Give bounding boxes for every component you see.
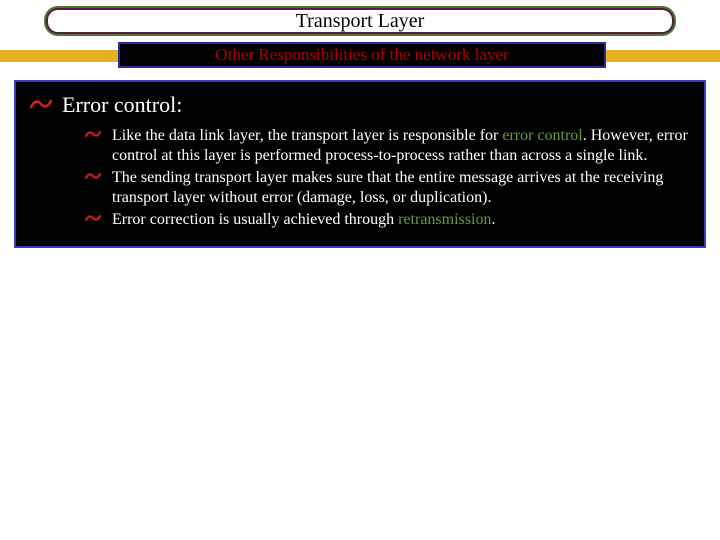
text-pre: Error correction is usually achieved thr…: [112, 211, 398, 228]
list-item-text: Error correction is usually achieved thr…: [112, 210, 690, 230]
slide-title: Transport Layer: [48, 10, 672, 32]
swirl-bullet-icon: [30, 92, 52, 118]
text-post: .: [491, 211, 495, 228]
swirl-bullet-icon: [84, 126, 102, 146]
slide-subtitle-box: Other Responsibilities of the network la…: [118, 42, 606, 68]
swirl-bullet-icon: [84, 168, 102, 188]
content-panel: Error control: Like the data link layer,…: [14, 80, 706, 248]
list-item-text: Like the data link layer, the transport …: [112, 126, 690, 166]
text-pre: Like the data link layer, the transport …: [112, 127, 502, 144]
list-item-text: The sending transport layer makes sure t…: [112, 168, 690, 208]
section-heading: Error control:: [62, 92, 182, 118]
text-highlight: retransmission: [398, 211, 491, 228]
slide-subtitle: Other Responsibilities of the network la…: [215, 45, 508, 65]
list-item: Error correction is usually achieved thr…: [84, 210, 690, 230]
list-item: The sending transport layer makes sure t…: [84, 168, 690, 208]
heading-row: Error control:: [30, 92, 690, 118]
text-pre: The sending transport layer makes sure t…: [112, 169, 663, 206]
list-item: Like the data link layer, the transport …: [84, 126, 690, 166]
swirl-bullet-icon: [84, 210, 102, 230]
text-highlight: error control: [502, 127, 582, 144]
slide-title-box: Transport Layer: [44, 6, 676, 36]
